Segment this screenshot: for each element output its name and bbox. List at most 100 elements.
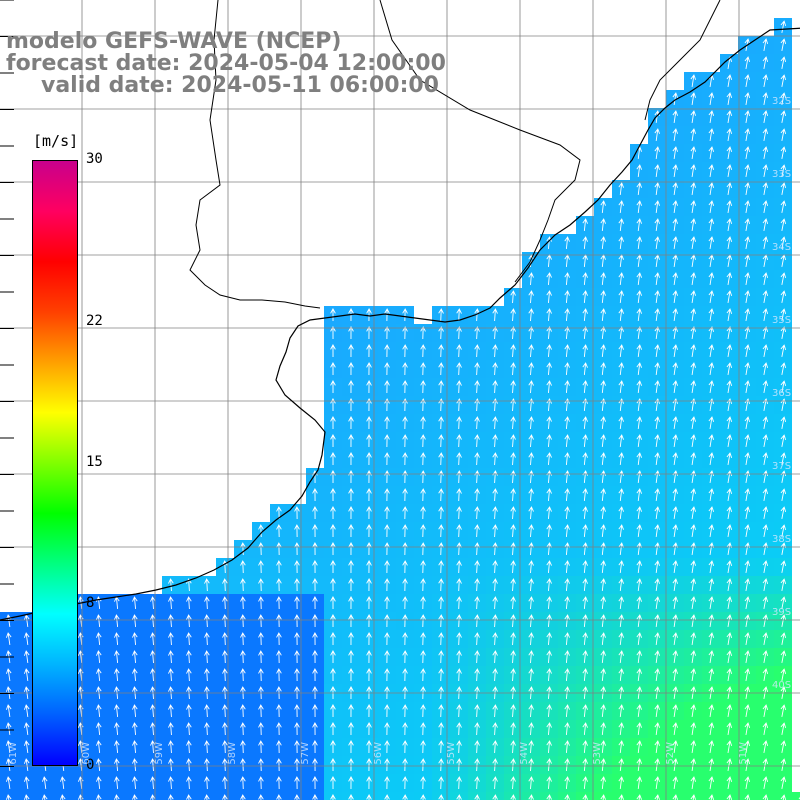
wind-arrow — [348, 326, 354, 340]
wind-arrow — [600, 668, 606, 682]
wind-arrow — [23, 668, 30, 682]
wind-arrow — [456, 362, 462, 376]
wind-arrow — [132, 704, 138, 718]
wind-arrow — [636, 452, 643, 466]
wind-arrow — [366, 506, 372, 520]
wind-arrow — [492, 614, 498, 628]
wind-arrow — [636, 560, 643, 574]
wind-arrow — [114, 722, 120, 736]
wind-arrow — [294, 758, 300, 772]
wind-arrow — [348, 506, 354, 520]
wind-arrow — [528, 632, 534, 646]
wind-arrow — [564, 488, 570, 502]
wind-arrow — [402, 650, 408, 664]
wind-arrow — [474, 416, 480, 430]
wind-arrow — [258, 668, 264, 682]
wind-arrow — [366, 758, 372, 772]
wind-arrow — [690, 200, 697, 213]
wind-arrow — [456, 488, 462, 502]
wind-arrow — [492, 740, 498, 754]
wind-arrow — [474, 326, 480, 340]
wind-arrow — [438, 452, 444, 466]
wind-arrow — [330, 452, 336, 466]
wind-arrow — [402, 488, 408, 502]
longitude-label: 53W — [592, 742, 603, 765]
wind-arrow — [582, 380, 588, 394]
wind-arrow — [708, 578, 715, 591]
wind-arrow — [186, 758, 192, 772]
wind-arrow — [402, 560, 408, 574]
wind-arrow — [456, 416, 462, 430]
wind-arrow — [654, 272, 661, 286]
wind-arrow — [510, 740, 516, 754]
wind-arrow — [492, 650, 498, 664]
wind-arrow — [438, 434, 444, 448]
wind-arrow — [726, 362, 733, 375]
wind-arrow — [654, 128, 661, 142]
wind-arrow — [312, 596, 318, 610]
wind-arrow — [582, 452, 588, 466]
wind-arrow — [618, 614, 624, 628]
wind-arrow — [528, 380, 534, 394]
wind-arrow — [5, 704, 12, 718]
wind-arrow — [384, 380, 390, 394]
wind-arrow — [510, 722, 516, 736]
wind-arrow — [618, 632, 624, 646]
wind-arrow — [438, 506, 444, 520]
wind-arrow — [654, 200, 661, 214]
wind-arrow — [312, 578, 318, 592]
wind-arrow — [636, 218, 643, 232]
latitude-label: 32S — [772, 96, 792, 107]
wind-arrow — [312, 560, 318, 574]
wind-arrow — [420, 488, 426, 502]
latitude-label: 37S — [772, 461, 792, 472]
wind-arrow — [510, 380, 516, 394]
wind-arrow — [744, 668, 751, 681]
wind-arrow — [690, 290, 697, 303]
wind-arrow — [708, 380, 715, 393]
wind-arrow — [690, 218, 697, 231]
wind-arrow — [438, 542, 444, 556]
wind-arrow — [744, 56, 751, 69]
wind-arrow — [420, 614, 426, 628]
wind-arrow — [384, 758, 390, 772]
wind-arrow — [600, 596, 606, 610]
wind-arrow — [762, 308, 769, 321]
wind-arrow — [654, 380, 661, 394]
wind-arrow — [672, 200, 679, 214]
wind-arrow — [690, 92, 697, 105]
wind-arrow — [780, 92, 787, 105]
wind-arrow — [528, 578, 534, 592]
wind-arrow — [780, 344, 787, 357]
wind-arrow — [492, 524, 498, 538]
wind-arrow — [600, 506, 606, 520]
wind-arrow — [528, 506, 534, 520]
wind-arrow — [222, 596, 228, 610]
wind-arrow — [474, 344, 480, 358]
wind-arrow — [690, 164, 697, 177]
wind-arrow — [492, 704, 498, 718]
wind-arrow — [330, 632, 336, 646]
wind-arrow — [600, 578, 606, 592]
wind-arrow — [690, 236, 697, 249]
wind-arrow — [474, 596, 480, 610]
wind-arrow — [690, 110, 697, 123]
wind-arrow — [492, 722, 498, 736]
wind-arrow — [726, 200, 733, 213]
wind-arrow — [564, 794, 570, 800]
wind-arrow — [96, 722, 102, 736]
wind-arrow — [780, 236, 787, 249]
wind-arrow — [690, 704, 697, 717]
wind-arrow — [690, 650, 697, 663]
wind-arrow — [384, 614, 390, 628]
wind-arrow — [474, 776, 480, 790]
longitude-label: 51W — [738, 742, 749, 765]
wind-arrow — [456, 452, 462, 466]
wind-arrow — [780, 272, 787, 285]
wind-arrow — [402, 452, 408, 466]
wind-arrow — [636, 164, 643, 178]
wind-arrow — [762, 92, 769, 105]
wind-arrow — [222, 650, 228, 664]
wind-arrow — [618, 506, 624, 520]
wind-arrow — [5, 740, 12, 754]
